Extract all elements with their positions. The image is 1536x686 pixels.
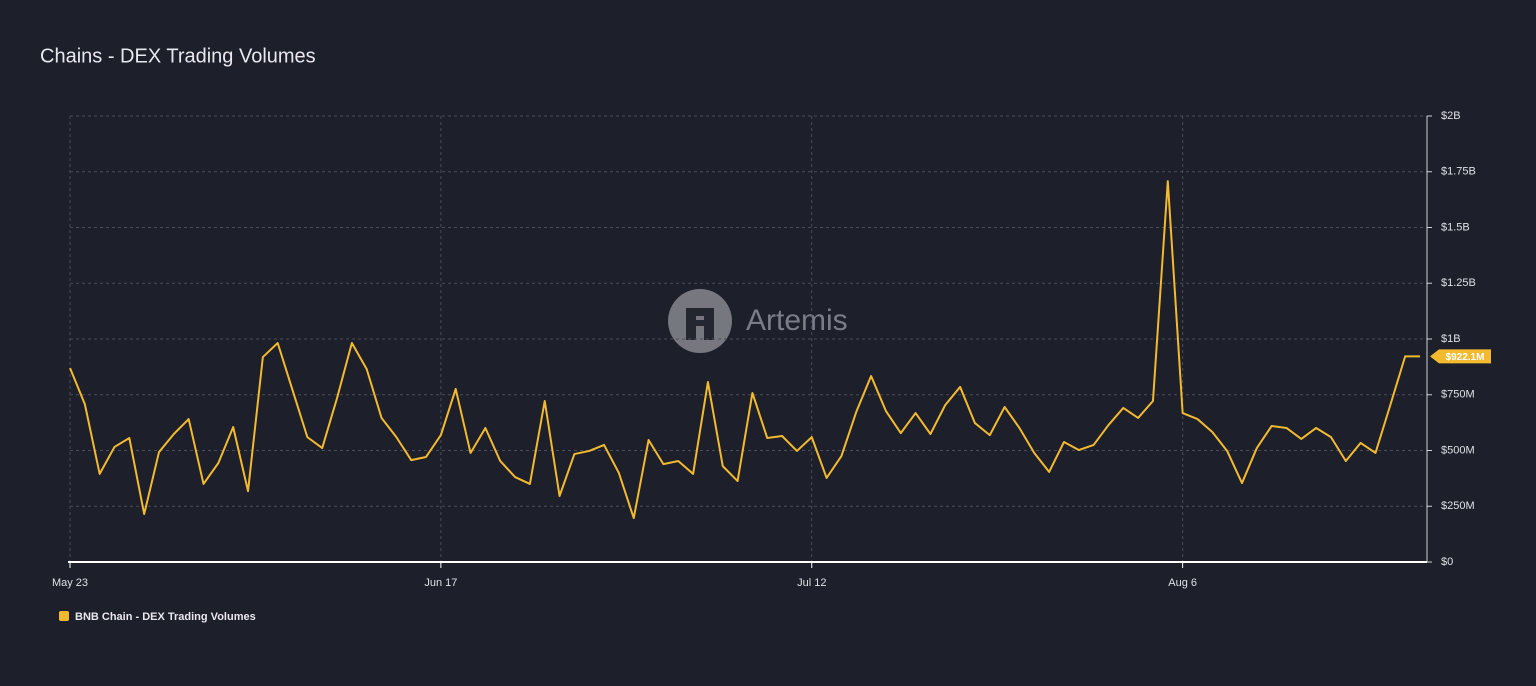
data-line <box>69 180 1421 520</box>
y-tick-label: $750M <box>1441 389 1475 401</box>
y-tick-label: $1.25B <box>1441 277 1476 289</box>
x-tick-label: Jul 12 <box>797 577 826 589</box>
x-tick-label: Aug 6 <box>1168 577 1197 589</box>
watermark: Artemis <box>668 289 848 353</box>
watermark-text: Artemis <box>746 304 848 337</box>
y-tick-label: $500M <box>1441 444 1475 456</box>
y-tick-label: $1.5B <box>1441 221 1470 233</box>
y-tick-label: $2B <box>1441 110 1461 122</box>
last-value-badge <box>1430 349 1491 364</box>
x-tick-label: Jun 17 <box>424 577 457 589</box>
legend-swatch <box>59 611 69 621</box>
y-tick-label: $1.75B <box>1441 166 1476 178</box>
y-tick-label: $1B <box>1441 333 1461 345</box>
chart-title: Chains - DEX Trading Volumes <box>40 45 316 67</box>
watermark-icon <box>686 308 714 340</box>
legend-label: BNB Chain - DEX Trading Volumes <box>75 611 256 623</box>
y-tick-label: $0 <box>1441 556 1453 568</box>
y-tick-label: $250M <box>1441 500 1475 512</box>
last-value-label: $922.1M <box>1446 352 1485 363</box>
x-tick-label: May 23 <box>52 577 88 589</box>
